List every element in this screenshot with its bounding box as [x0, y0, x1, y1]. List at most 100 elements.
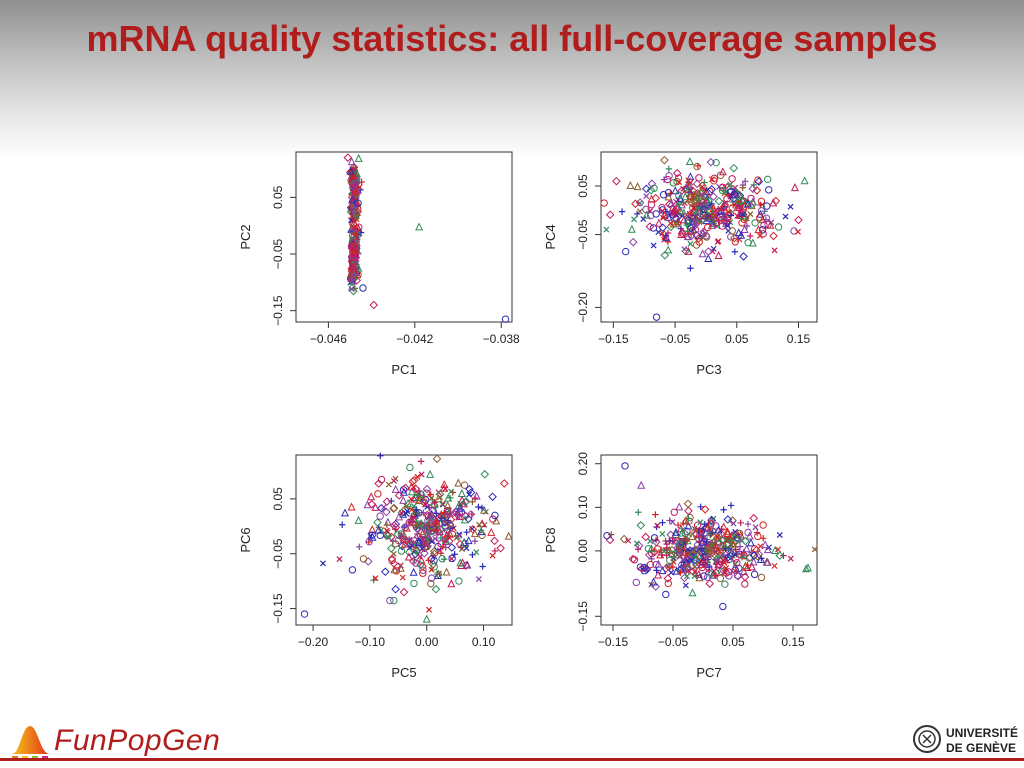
- data-point: [676, 179, 683, 186]
- data-point: [664, 245, 673, 254]
- scatter-plot-pc1-pc2: −0.046 −0.042 −0.038 −0.15 −0.05 0.05 PC1 PC2: [238, 151, 520, 377]
- data-point: [719, 212, 726, 219]
- data-point: [432, 454, 442, 464]
- data-point: [368, 525, 377, 534]
- data-point: [416, 553, 423, 560]
- data-point: [707, 185, 717, 194]
- data-point: [633, 182, 642, 191]
- data-points: [603, 462, 818, 611]
- data-point: [730, 520, 737, 527]
- data-point: [646, 186, 656, 195]
- bell-curve-logo-icon: [12, 726, 50, 759]
- data-point: [686, 223, 696, 233]
- data-point: [700, 572, 708, 580]
- data-point: [686, 231, 696, 241]
- data-point: [475, 503, 482, 511]
- data-point: [417, 523, 424, 530]
- data-point: [373, 518, 382, 527]
- data-point: [660, 250, 670, 260]
- data-point: [352, 256, 359, 263]
- y-tick-label: 0.05: [271, 487, 285, 511]
- data-point: [684, 546, 691, 553]
- x-tick-label: −0.05: [658, 635, 689, 649]
- data-point: [356, 543, 363, 551]
- data-point: [377, 475, 386, 484]
- data-point: [740, 572, 750, 582]
- data-point: [343, 153, 353, 162]
- data-point: [469, 498, 476, 506]
- data-point: [634, 541, 644, 550]
- data-point: [371, 502, 380, 511]
- data-point: [751, 219, 759, 227]
- data-point: [706, 569, 716, 579]
- data-point: [686, 172, 695, 181]
- data-point: [650, 242, 657, 249]
- data-point: [660, 214, 667, 221]
- y-axis-label: PC2: [238, 224, 253, 249]
- data-point: [795, 228, 801, 235]
- data-point: [693, 521, 702, 529]
- data-point: [744, 528, 752, 537]
- data-point: [712, 522, 720, 530]
- data-point: [732, 546, 739, 553]
- data-point: [729, 163, 739, 173]
- unige-logo-line1: UNIVERSITÉ: [946, 726, 1019, 740]
- x-tick-label: 0.10: [472, 635, 496, 649]
- data-point: [759, 521, 767, 529]
- data-point: [693, 162, 701, 171]
- data-point: [428, 515, 437, 524]
- data-point: [471, 537, 479, 545]
- data-point: [776, 532, 783, 539]
- data-point: [646, 211, 655, 220]
- data-point: [408, 496, 415, 503]
- data-point: [408, 477, 418, 486]
- data-point: [363, 557, 373, 566]
- data-point: [465, 484, 474, 494]
- data-point: [729, 554, 736, 561]
- data-point: [695, 206, 703, 215]
- data-point: [434, 494, 443, 503]
- data-point: [652, 536, 660, 544]
- data-point: [368, 531, 376, 539]
- data-point: [758, 226, 767, 234]
- data-point: [407, 514, 416, 523]
- data-point: [428, 566, 435, 573]
- data-point: [443, 526, 452, 536]
- data-point: [712, 219, 721, 228]
- data-point: [687, 199, 697, 208]
- data-point: [395, 512, 404, 521]
- data-point: [756, 214, 764, 222]
- data-point: [685, 515, 692, 522]
- data-point: [714, 251, 723, 259]
- data-point: [383, 521, 391, 529]
- data-point: [430, 547, 439, 556]
- data-point: [674, 521, 682, 529]
- data-point: [419, 569, 427, 577]
- data-point: [697, 533, 706, 542]
- data-point: [684, 179, 693, 188]
- data-point: [437, 494, 443, 501]
- data-point: [666, 517, 673, 524]
- scatter-plot-pc3-pc4: −0.15 −0.05 0.05 0.15 −0.20 −0.05 0.05 PC3 PC4: [543, 151, 818, 377]
- data-point: [461, 561, 471, 570]
- data-point: [674, 220, 681, 227]
- data-point: [608, 531, 615, 538]
- data-point: [717, 543, 726, 552]
- data-point: [710, 177, 718, 185]
- data-point: [640, 216, 647, 223]
- data-point: [727, 181, 734, 188]
- data-point: [667, 198, 676, 207]
- data-point: [403, 521, 410, 529]
- data-point: [757, 232, 763, 239]
- data-point: [692, 190, 699, 197]
- data-point: [501, 315, 510, 323]
- data-point: [427, 574, 436, 582]
- data-point: [431, 584, 441, 594]
- data-point: [654, 570, 663, 579]
- data-point: [754, 177, 764, 186]
- data-point: [725, 536, 732, 543]
- data-point: [660, 155, 669, 165]
- data-point: [727, 502, 735, 509]
- data-point: [635, 198, 645, 207]
- data-point: [383, 527, 390, 534]
